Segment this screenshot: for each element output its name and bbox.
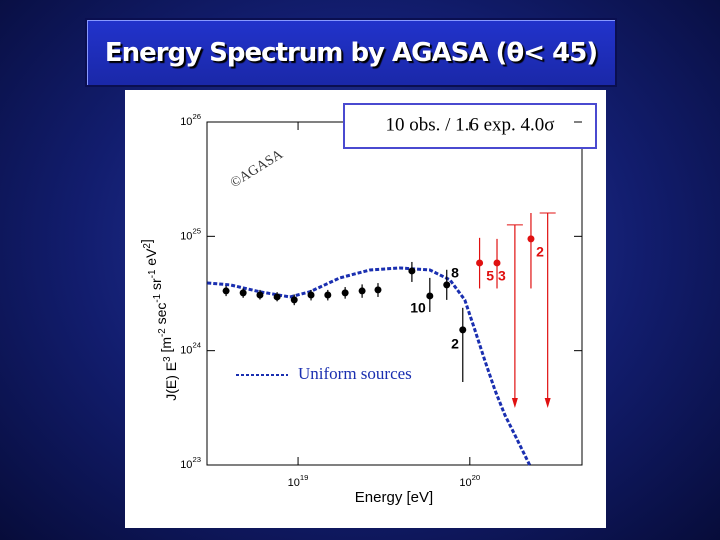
y-axis-label: J(E) E3 [m-2 sec-1 sr-1 eV2]	[138, 239, 179, 401]
y-tick-label: 1025	[180, 226, 201, 242]
chart-panel	[125, 90, 606, 528]
upper-limit-arrow	[544, 398, 551, 408]
x-axis-label: Energy [eV]	[355, 489, 433, 506]
model-curve	[207, 266, 531, 466]
data-point	[358, 287, 366, 295]
data-point	[459, 326, 467, 334]
annotation: 2	[536, 244, 544, 260]
y-tick-label: 1026	[180, 112, 201, 128]
data-point	[341, 289, 349, 297]
data-point	[476, 259, 484, 267]
data-point	[239, 289, 247, 297]
data-point	[290, 296, 298, 304]
x-tick-label: 1020	[459, 473, 480, 489]
data-point	[222, 287, 230, 295]
annotation: 10	[410, 300, 426, 316]
annotation: 8	[451, 265, 459, 281]
x-tick-label: 1019	[288, 473, 309, 489]
data-point	[443, 281, 451, 289]
data-point	[408, 267, 416, 275]
y-tick-label: 1023	[180, 455, 201, 471]
annotation: 2	[451, 336, 459, 352]
data-point	[374, 286, 382, 294]
data-point	[273, 293, 281, 301]
data-point	[426, 292, 434, 300]
data-point	[324, 291, 332, 299]
upper-limit-arrow	[511, 398, 518, 408]
data-point	[493, 259, 501, 267]
slide-title: Energy Spectrum by AGASA (θ< 45)	[85, 18, 617, 87]
annotation: 5 3	[486, 268, 506, 284]
data-point	[307, 291, 315, 299]
y-tick-label: 1024	[180, 341, 202, 357]
data-point	[256, 291, 264, 299]
legend-label: Uniform sources	[298, 364, 412, 383]
data-point	[527, 235, 535, 243]
